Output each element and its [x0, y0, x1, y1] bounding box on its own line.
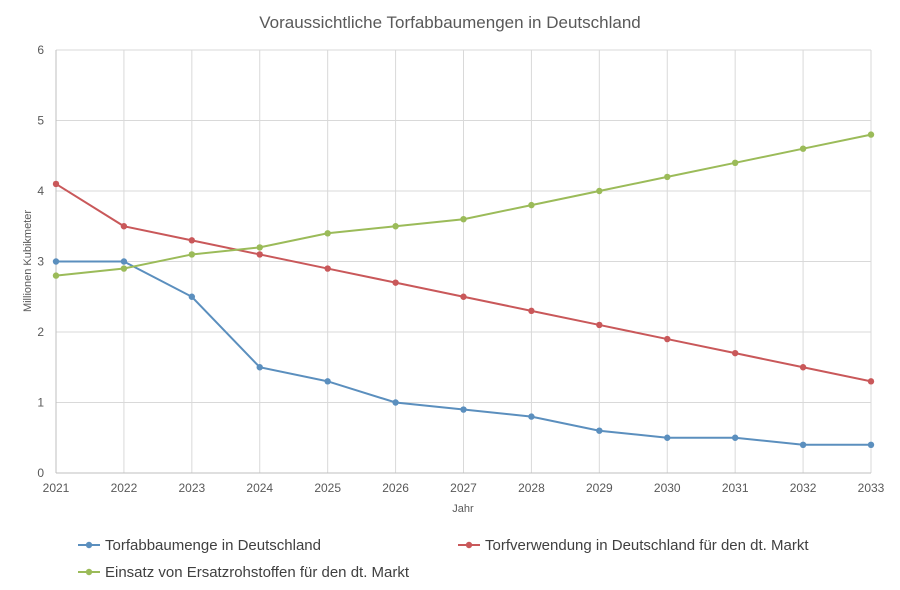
x-tick-label: 2028 — [518, 481, 545, 495]
x-tick-label: 2025 — [314, 481, 341, 495]
data-point — [460, 293, 467, 300]
data-point — [392, 223, 399, 230]
x-tick-label: 2026 — [382, 481, 409, 495]
y-axis-label: Millionen Kubikmeter — [22, 210, 34, 312]
data-point — [256, 251, 263, 258]
data-point — [596, 427, 603, 434]
data-point — [52, 272, 60, 279]
legend-item-1: Torfabbaumenge in Deutschland — [78, 537, 321, 554]
data-point — [799, 145, 807, 152]
data-point — [596, 321, 603, 329]
data-point — [664, 434, 671, 441]
x-tick-label: 2032 — [790, 481, 817, 495]
y-tick-label: 5 — [37, 114, 44, 128]
data-point — [52, 180, 60, 188]
legend-item-2: Torfverwendung in Deutschland für den dt… — [458, 537, 809, 554]
data-point — [867, 378, 875, 385]
axes: 0 1 2 3 4 5 6 2021 2022 2023 2024 2025 2026 2027 2028 2… — [37, 43, 884, 495]
data-point — [867, 441, 875, 448]
x-tick-label: 2029 — [586, 481, 613, 495]
x-tick-label: 2033 — [858, 481, 885, 495]
data-point — [799, 364, 807, 371]
chart-title: Voraussichtliche Torfabbaumengen in Deut… — [259, 13, 641, 32]
legend-marker — [85, 568, 93, 576]
x-tick-label: 2023 — [178, 481, 205, 495]
data-point — [799, 441, 807, 448]
data-point — [528, 413, 535, 420]
data-point — [460, 406, 467, 413]
data-point — [120, 223, 128, 230]
legend-label: Torfverwendung in Deutschland für den dt… — [485, 537, 809, 554]
legend: Torfabbaumenge in Deutschland Torfverwend… — [78, 537, 809, 581]
y-tick-label: 6 — [37, 43, 44, 57]
legend-marker — [85, 541, 93, 549]
data-point — [664, 173, 671, 181]
data-point — [120, 258, 128, 265]
data-point — [324, 265, 331, 272]
y-tick-label: 0 — [37, 466, 44, 480]
data-point — [188, 251, 196, 258]
data-point — [867, 131, 875, 138]
data-point — [324, 378, 331, 385]
data-point — [256, 364, 263, 371]
data-point — [528, 201, 535, 209]
data-point — [731, 349, 739, 357]
legend-label: Torfabbaumenge in Deutschland — [105, 537, 321, 554]
x-tick-label: 2022 — [111, 481, 138, 495]
y-tick-label: 3 — [37, 255, 44, 269]
x-tick-label: 2024 — [246, 481, 273, 495]
data-point — [324, 230, 331, 237]
data-point — [392, 279, 399, 286]
legend-label: Einsatz von Ersatzrohstoffen für den dt.… — [105, 564, 410, 581]
data-point — [460, 216, 467, 223]
data-point — [664, 335, 671, 343]
x-tick-label: 2030 — [654, 481, 681, 495]
legend-marker — [465, 541, 473, 549]
data-point — [188, 293, 196, 300]
x-axis-label: Jahr — [452, 503, 474, 515]
data-point — [392, 399, 399, 406]
data-point — [596, 187, 603, 195]
data-point — [188, 237, 196, 244]
gridlines — [56, 49, 872, 473]
y-tick-label: 1 — [37, 396, 44, 410]
data-point — [731, 434, 739, 441]
series-lines — [52, 131, 875, 448]
data-point — [731, 159, 739, 166]
data-point — [528, 307, 535, 315]
y-tick-label: 2 — [37, 325, 44, 339]
y-tick-label: 4 — [37, 184, 44, 198]
legend-item-3: Einsatz von Ersatzrohstoffen für den dt.… — [78, 564, 410, 581]
data-point — [120, 265, 128, 272]
x-tick-label: 2021 — [43, 481, 70, 495]
data-point — [256, 244, 263, 251]
data-point — [52, 258, 60, 265]
x-tick-label: 2027 — [450, 481, 477, 495]
x-tick-label: 2031 — [722, 481, 749, 495]
